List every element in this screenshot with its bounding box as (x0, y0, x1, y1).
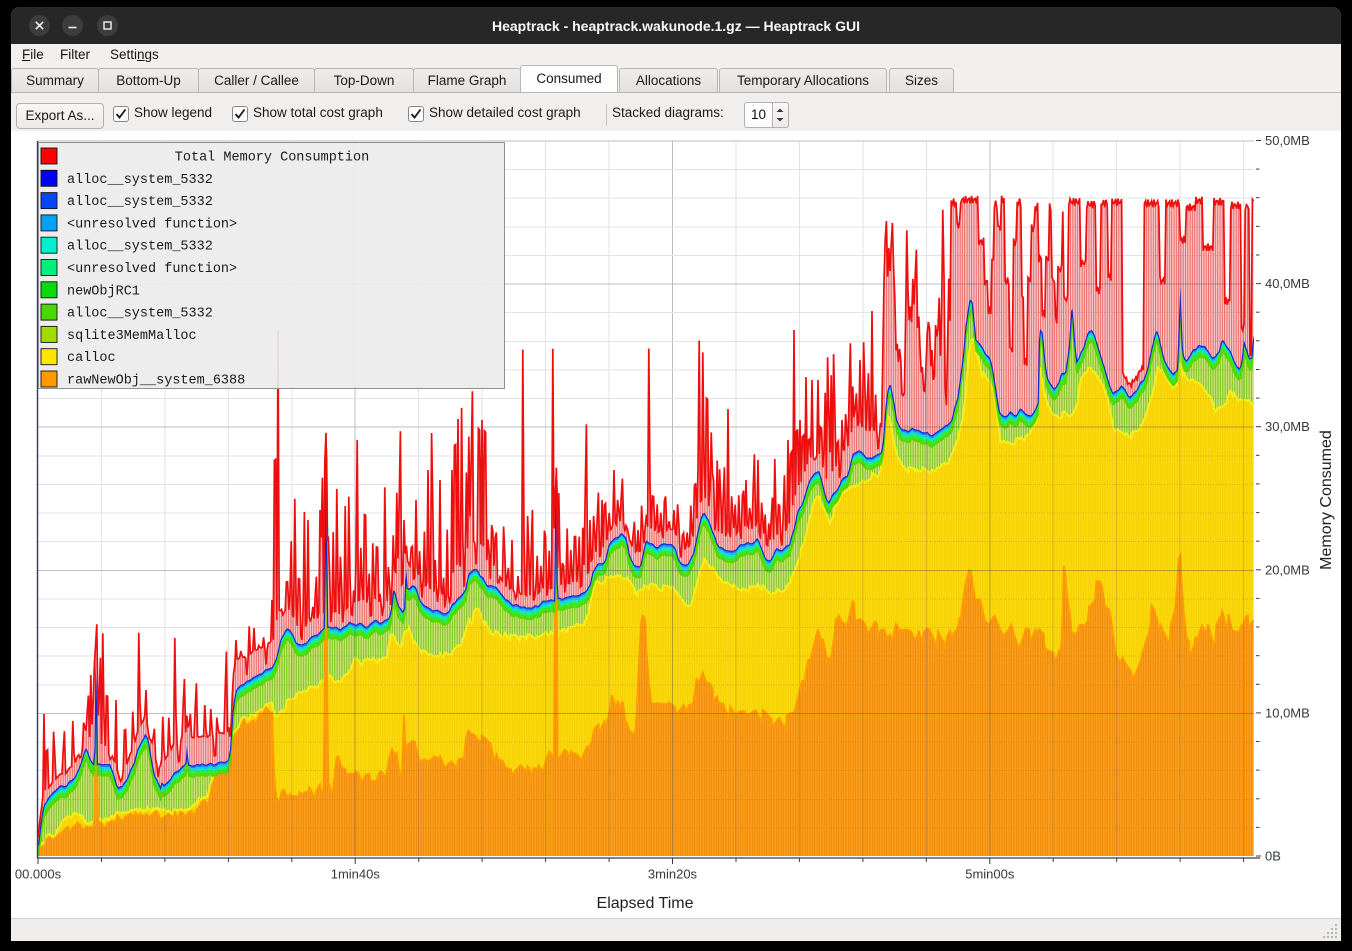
svg-text:<unresolved function>: <unresolved function> (67, 262, 237, 277)
svg-text:30,0MB: 30,0MB (1265, 419, 1310, 434)
svg-text:alloc__system_5332: alloc__system_5332 (67, 195, 213, 210)
svg-text:alloc__system_5332: alloc__system_5332 (67, 240, 213, 255)
svg-text:40,0MB: 40,0MB (1265, 276, 1310, 291)
svg-text:5min00s: 5min00s (965, 867, 1015, 882)
svg-text:Memory Consumed: Memory Consumed (1318, 430, 1335, 570)
svg-text:10,0MB: 10,0MB (1265, 705, 1310, 720)
svg-text:0B: 0B (1265, 849, 1281, 864)
svg-text:calloc: calloc (67, 351, 116, 366)
svg-text:sqlite3MemMalloc: sqlite3MemMalloc (67, 329, 197, 344)
svg-text:00.000s: 00.000s (15, 867, 62, 882)
svg-text:50,0MB: 50,0MB (1265, 133, 1310, 148)
svg-text:newObjRC1: newObjRC1 (67, 284, 140, 299)
svg-text:Total Memory Consumption: Total Memory Consumption (175, 151, 369, 166)
svg-text:rawNewObj__system_6388: rawNewObj__system_6388 (67, 374, 245, 389)
svg-text:Elapsed Time: Elapsed Time (597, 895, 694, 912)
svg-text:3min20s: 3min20s (648, 867, 698, 882)
svg-text:alloc__system_5332: alloc__system_5332 (67, 173, 213, 188)
svg-text:<unresolved function>: <unresolved function> (67, 217, 237, 232)
svg-text:alloc__system_5332: alloc__system_5332 (67, 307, 213, 322)
svg-text:1min40s: 1min40s (331, 867, 381, 882)
svg-text:20,0MB: 20,0MB (1265, 562, 1310, 577)
